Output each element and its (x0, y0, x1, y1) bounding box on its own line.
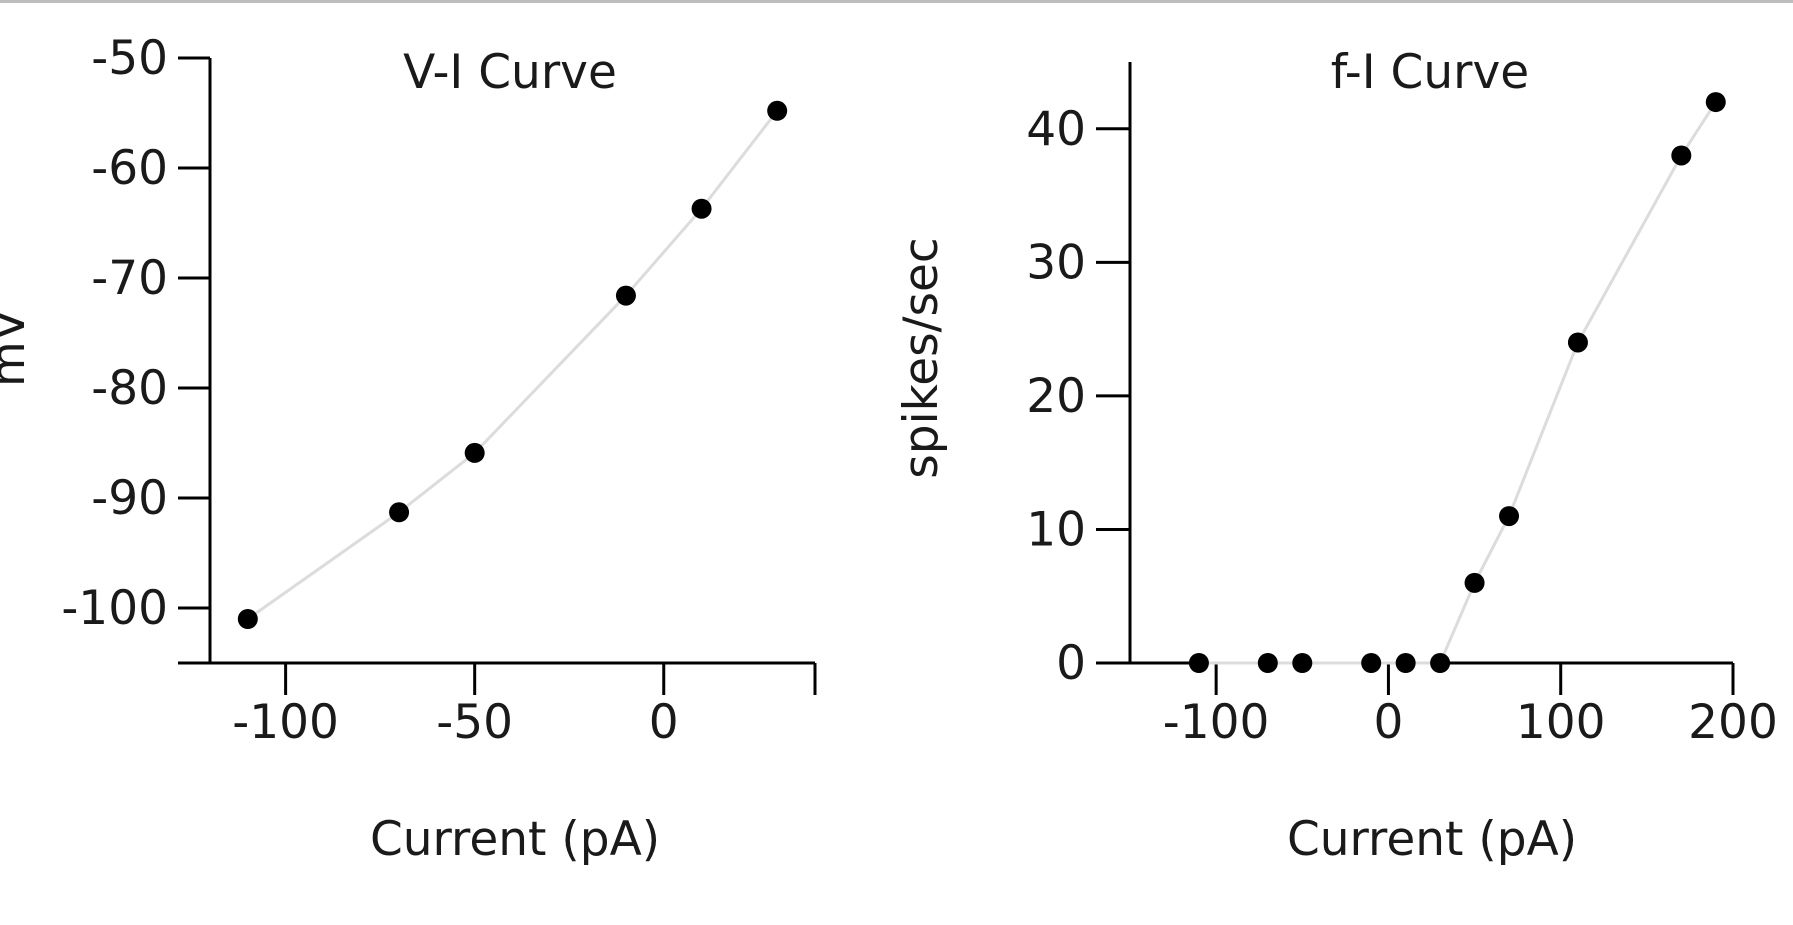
data-point (1395, 653, 1416, 673)
y-tick-label: -70 (91, 251, 168, 306)
ticks: -100 0 100 200 0 10 20 30 40 (1026, 102, 1778, 750)
data-point (1705, 92, 1726, 113)
x-tick-label: 0 (1373, 695, 1403, 750)
data-point (1361, 653, 1382, 673)
x-axis-label: Current (pA) (1287, 812, 1577, 867)
window-top-border (0, 0, 1793, 3)
data-point (237, 609, 258, 629)
series-line (1198, 101, 1718, 665)
x-tick-label: -100 (232, 695, 339, 750)
y-tick-label: 0 (1056, 636, 1086, 691)
x-axis-label: Current (pA) (370, 812, 660, 867)
x-tick-label: 0 (649, 695, 679, 750)
data-point (1499, 506, 1520, 527)
data-point (1567, 332, 1588, 353)
series-line (246, 109, 779, 621)
y-tick-label: 20 (1026, 369, 1086, 424)
data-point (1430, 653, 1451, 673)
vi-curve-chart: V-I Curve Current (pA) mV -100 -50 0 -50 -60… (0, 31, 817, 867)
data-point (389, 502, 410, 523)
data-point (691, 198, 712, 219)
fi-curve-chart: f-I Curve Current (pA) spikes/sec -100 0 1… (894, 45, 1778, 867)
chart-title: V-I Curve (403, 45, 617, 100)
chart-title: f-I Curve (1331, 45, 1529, 100)
y-tick-label: -90 (91, 471, 168, 526)
x-tick-label: -50 (436, 695, 513, 750)
x-tick-label: 200 (1688, 695, 1778, 750)
ticks: -100 -50 0 -50 -60 -70 -80 -90 -100 (61, 31, 817, 750)
data-point (464, 442, 485, 463)
data-point (615, 285, 636, 306)
y-tick-label: 10 (1026, 502, 1086, 557)
axes (1096, 62, 1733, 665)
axes (178, 58, 815, 665)
y-tick-label: 40 (1026, 102, 1086, 157)
y-axis-label: mV (0, 309, 36, 387)
data-point (1257, 653, 1278, 673)
data-point (1671, 145, 1692, 166)
y-tick-label: -80 (91, 361, 168, 416)
data-point (1188, 653, 1209, 673)
series (1188, 92, 1726, 673)
data-point (1292, 653, 1313, 673)
data-point (1464, 572, 1485, 593)
y-axis-label: spikes/sec (894, 237, 949, 478)
y-tick-label: -50 (91, 31, 168, 86)
y-tick-label: -100 (61, 581, 168, 636)
y-tick-label: -60 (91, 141, 168, 196)
x-tick-label: -100 (1163, 695, 1270, 750)
series (237, 100, 788, 629)
y-tick-label: 30 (1026, 235, 1086, 290)
x-tick-label: 100 (1516, 695, 1606, 750)
data-point (767, 100, 788, 121)
